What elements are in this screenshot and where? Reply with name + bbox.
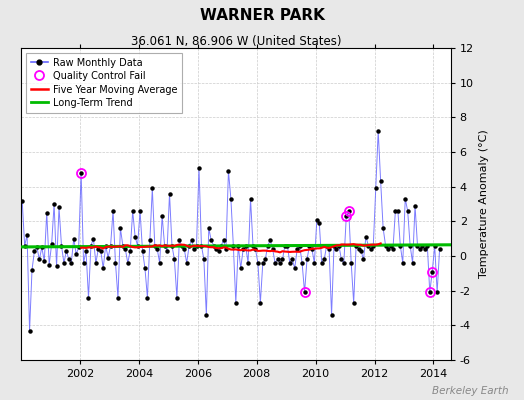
Title: 36.061 N, 86.906 W (United States): 36.061 N, 86.906 W (United States) [130,35,341,48]
Text: WARNER PARK: WARNER PARK [200,8,324,23]
Text: Berkeley Earth: Berkeley Earth [432,386,508,396]
Legend: Raw Monthly Data, Quality Control Fail, Five Year Moving Average, Long-Term Tren: Raw Monthly Data, Quality Control Fail, … [26,53,182,113]
Y-axis label: Temperature Anomaly (°C): Temperature Anomaly (°C) [479,130,489,278]
